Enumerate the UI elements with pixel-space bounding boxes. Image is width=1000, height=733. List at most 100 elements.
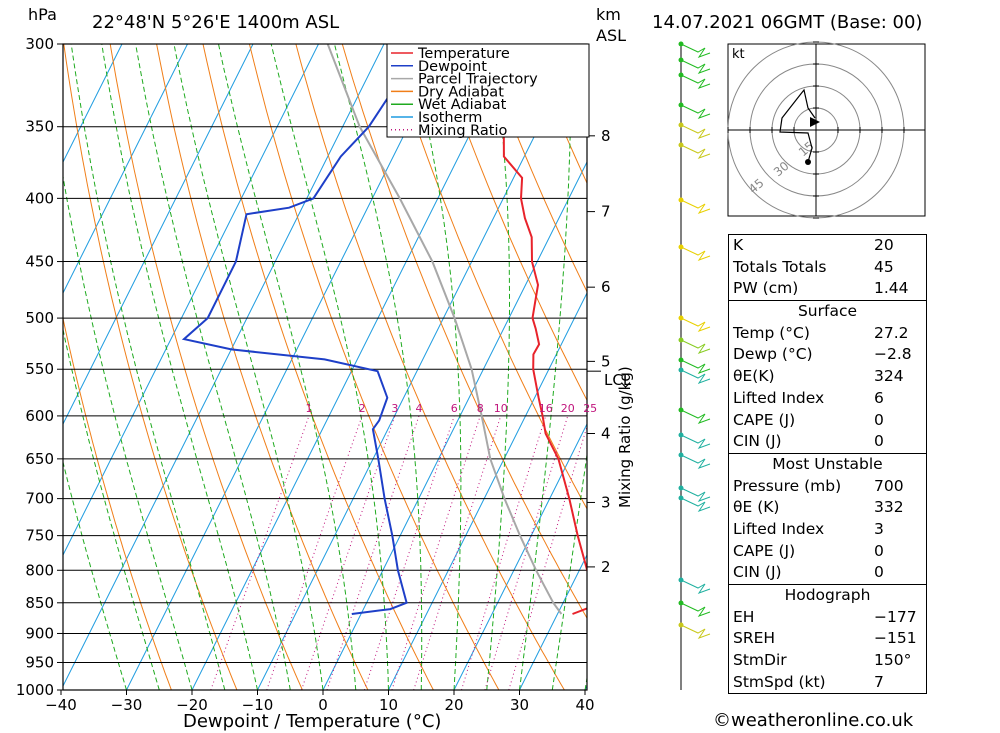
surface-row: Temp (°C) 27.2: [729, 323, 926, 345]
temperature-tick-label: −30: [111, 696, 143, 714]
surface-label: Dewp (°C): [733, 345, 813, 364]
pressure-tick-label: 450: [25, 253, 54, 271]
x-axis-label: Dewpoint / Temperature (°C): [183, 711, 441, 732]
temperature-line: [478, 44, 587, 615]
surface-label: CAPE (J): [733, 410, 796, 429]
wind-barb: [680, 487, 711, 502]
temperature-tick-label: −20: [176, 696, 208, 714]
plot-frame: [62, 43, 588, 691]
surface-row: Lifted Index 6: [729, 388, 926, 410]
most-unstable-value: 700: [874, 476, 904, 495]
wet-adiabat-line: [486, 44, 510, 690]
hodograph-stat-label: StmDir: [733, 651, 787, 670]
most-unstable-row: CIN (J) 0: [729, 562, 926, 584]
sounding-series: [181, 44, 587, 615]
mixing-ratio-line: [363, 415, 455, 690]
most-unstable-label: CAPE (J): [733, 541, 796, 560]
legend-label: Mixing Ratio: [418, 123, 508, 139]
pressure-tick-label: 700: [25, 490, 54, 508]
height-km-label: 3: [601, 493, 611, 511]
most-unstable-value: 332: [874, 498, 904, 517]
hodograph-table-title: Hodograph: [729, 584, 926, 607]
isotherm-line: [63, 44, 319, 557]
temperature-tick-label: 20: [444, 696, 463, 714]
hodograph-surface-point: [805, 159, 811, 165]
wet-adiabat-line: [101, 44, 258, 690]
pressure-tick-label: 500: [25, 309, 54, 327]
index-row: PW (cm) 1.44: [729, 278, 926, 300]
indices-panel: K 20 Totals Totals 45 PW (cm) 1.44 Surface Te…: [728, 234, 927, 695]
isotherm-line: [63, 44, 254, 426]
most-unstable-value: 0: [874, 541, 884, 560]
most-unstable-label: θE (K): [733, 498, 780, 517]
mixing-ratio-label: 2: [359, 402, 366, 415]
dry-adiabat-line: [202, 44, 434, 690]
dry-adiabat-line: [434, 44, 587, 402]
most-unstable-row: θE (K) 332: [729, 497, 926, 519]
legend-label: Dry Adiabat: [418, 84, 504, 100]
surface-value: −2.8: [874, 345, 912, 364]
wet-adiabat-line: [618, 44, 743, 690]
wind-barb: [680, 144, 711, 159]
dry-adiabat-line: [295, 44, 565, 690]
wet-adiabat-line: [135, 44, 291, 690]
wet-adiabat-line: [519, 44, 572, 690]
index-value: 1.44: [874, 279, 909, 298]
most-unstable-row: Lifted Index 3: [729, 519, 926, 541]
surface-value: 0: [874, 432, 884, 451]
temperature-tick-label: 0: [318, 696, 328, 714]
most-unstable-label: Lifted Index: [733, 519, 825, 538]
hodograph-stat-label: SREH: [733, 629, 776, 648]
wind-barb: [680, 434, 711, 449]
pressure-level-lines: [57, 43, 587, 691]
isotherm-line: [63, 44, 385, 688]
dry-adiabat-line: [992, 44, 1000, 690]
wet-adiabat-line: [173, 44, 324, 690]
isotherm-line: [63, 44, 123, 164]
pressure-tick-labels: 300 350 400 450 500 550 600 650 700 750 800 850 900 9…: [16, 35, 54, 699]
wind-barb: [680, 246, 711, 261]
most-unstable-title: Most Unstable: [729, 452, 926, 476]
pressure-tick-label: 550: [25, 360, 54, 378]
surface-title: Surface: [729, 300, 926, 323]
storm-motion-marker: [810, 117, 820, 127]
wind-barb: [680, 74, 711, 89]
surface-value: 6: [874, 388, 884, 407]
isotherm-line: [519, 553, 587, 690]
hodograph-stat-row: StmDir 150°: [729, 650, 926, 672]
legend-label: Dewpoint: [418, 59, 487, 75]
surface-row: CAPE (J) 0: [729, 410, 926, 432]
mixing-ratio-label: 10: [494, 402, 508, 415]
mixing-ratio-label: 16: [539, 402, 553, 415]
datetime-title: 14.07.2021 06GMT (Base: 00): [652, 12, 922, 33]
surface-label: Temp (°C): [733, 323, 810, 342]
hodograph-trace: [779, 88, 816, 163]
height-km-label: 2: [601, 558, 611, 576]
isotherm-line: [322, 160, 587, 690]
index-label: Totals Totals: [733, 257, 827, 276]
temperature-tick-label: 10: [379, 696, 398, 714]
isotherm-line: [63, 44, 188, 295]
hodograph-unit: kt: [732, 47, 745, 62]
height-unit-label: km: [596, 5, 621, 24]
pressure-tick-label: 850: [25, 594, 54, 612]
hodograph-stat-value: −151: [874, 629, 917, 648]
parcel-trajectory-line: [326, 44, 563, 615]
mixing-ratio-lines: [210, 415, 587, 690]
height-km-label: 6: [601, 278, 611, 296]
wind-barb: [680, 359, 711, 374]
wind-barb: [680, 124, 711, 139]
hodograph-stat-value: −177: [874, 607, 917, 626]
isotherm-lines: [63, 44, 587, 690]
index-label: PW (cm): [733, 279, 799, 298]
wind-barb: [680, 454, 711, 469]
surface-row: CIN (J) 0: [729, 431, 926, 453]
most-unstable-label: Pressure (mb): [733, 476, 842, 495]
mixing-ratio-labels: 1 2 3 4 6 8 10 16 20 25: [306, 402, 598, 415]
mixing-ratio-line: [484, 415, 569, 690]
height-unit-label-asl: ASL: [596, 26, 626, 45]
most-unstable-value: 3: [874, 519, 884, 538]
height-km-label: 4: [601, 425, 611, 443]
